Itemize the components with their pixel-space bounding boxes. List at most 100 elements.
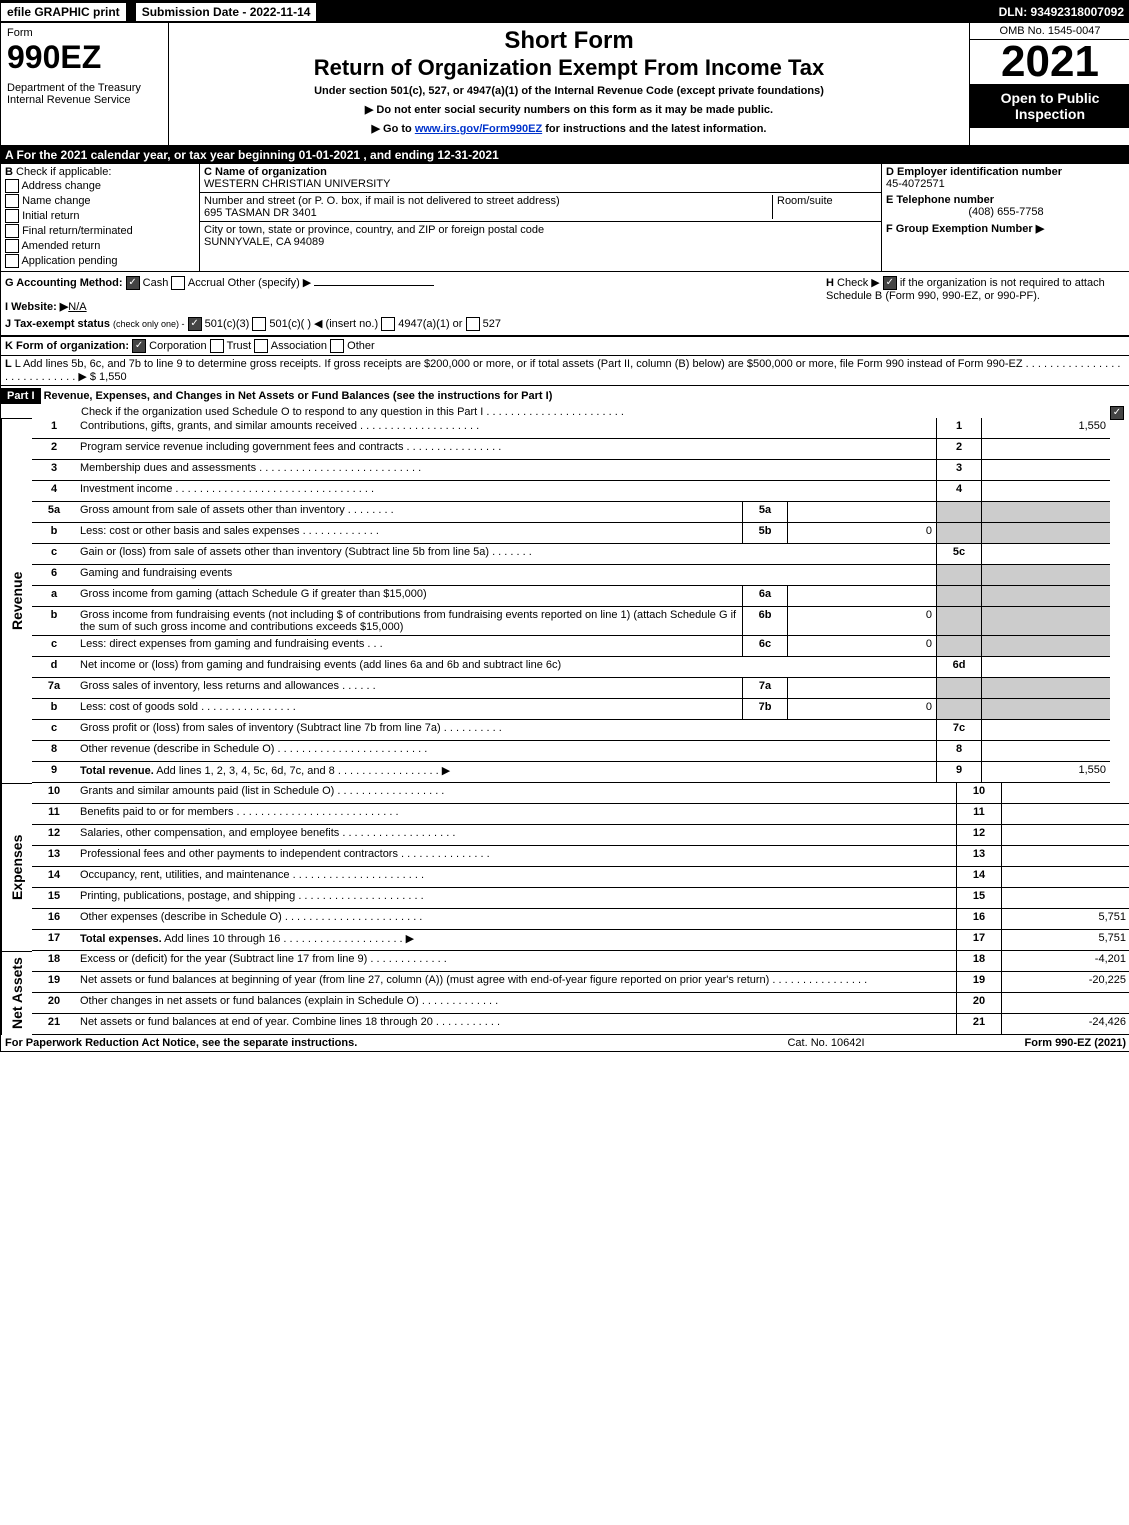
checkbox-icon: [5, 194, 19, 208]
goto-suffix: for instructions and the latest informat…: [542, 123, 766, 135]
street-label: Number and street (or P. O. box, if mail…: [204, 195, 772, 207]
line-16: 16Other expenses (describe in Schedule O…: [32, 909, 1129, 930]
checkbox-4947[interactable]: [381, 317, 395, 331]
line-21: 21Net assets or fund balances at end of …: [32, 1014, 1129, 1035]
line-j: J Tax-exempt status (check only one) - ✓…: [5, 317, 826, 331]
line-19: 19Net assets or fund balances at beginni…: [32, 972, 1129, 993]
line-11: 11Benefits paid to or for members . . . …: [32, 804, 1129, 825]
line-8: 8Other revenue (describe in Schedule O) …: [32, 741, 1110, 762]
tax-year: 2021: [970, 40, 1129, 84]
line-l: L L Add lines 5b, 6c, and 7b to line 9 t…: [1, 355, 1129, 385]
checkbox-501c[interactable]: [252, 317, 266, 331]
org-name-row: C Name of organization WESTERN CHRISTIAN…: [200, 164, 881, 193]
checkbox-501c3[interactable]: ✓: [188, 317, 202, 331]
city-label: City or town, state or province, country…: [204, 224, 544, 236]
header: Form 990EZ Department of the Treasury In…: [1, 23, 1129, 146]
part1-title: Revenue, Expenses, and Changes in Net As…: [44, 390, 553, 402]
line-14: 14Occupancy, rent, utilities, and mainte…: [32, 867, 1129, 888]
header-center: Short Form Return of Organization Exempt…: [169, 23, 969, 145]
checkbox-icon: [5, 209, 19, 223]
opt-initial-return[interactable]: Initial return: [5, 209, 195, 223]
b-label: B: [5, 166, 13, 178]
line-10: 10Grants and similar amounts paid (list …: [32, 783, 1129, 804]
line-6a: aGross income from gaming (attach Schedu…: [32, 586, 1110, 607]
footer: For Paperwork Reduction Act Notice, see …: [1, 1035, 1129, 1051]
opt-name-change[interactable]: Name change: [5, 194, 195, 208]
section-ghijkl: G Accounting Method: ✓ Cash Accrual Othe…: [1, 272, 1129, 336]
return-title: Return of Organization Exempt From Incom…: [177, 55, 961, 81]
line-6b: bGross income from fundraising events (n…: [32, 607, 1110, 636]
checkbox-icon: [5, 239, 19, 253]
checkbox-icon: [5, 224, 19, 238]
footer-center: Cat. No. 10642I: [726, 1037, 926, 1049]
section-d: D Employer identification number 45-4072…: [882, 164, 1129, 271]
opt-address-change[interactable]: Address change: [5, 179, 195, 193]
form-container: efile GRAPHIC print Submission Date - 20…: [0, 0, 1129, 1052]
part1-header-row: Part I Revenue, Expenses, and Changes in…: [1, 385, 1129, 418]
checkbox-icon: [5, 254, 19, 268]
line-13: 13Professional fees and other payments t…: [32, 846, 1129, 867]
line-g: G Accounting Method: ✓ Cash Accrual Othe…: [5, 276, 826, 290]
ein-label: D Employer identification number: [886, 166, 1126, 178]
checkbox-other[interactable]: [330, 339, 344, 353]
header-left: Form 990EZ Department of the Treasury In…: [1, 23, 169, 145]
part1-check: Check if the organization used Schedule …: [1, 406, 1129, 418]
line-1: 1Contributions, gifts, grants, and simil…: [32, 418, 1110, 439]
other-specify-line: [314, 285, 434, 286]
checkbox-assoc[interactable]: [254, 339, 268, 353]
form-number: 990EZ: [7, 39, 162, 76]
form-label: Form: [7, 27, 162, 39]
room-label: Room/suite: [777, 195, 877, 207]
section-bcd: B Check if applicable: Address change Na…: [1, 164, 1129, 272]
dln: DLN: 93492318007092: [999, 5, 1129, 19]
city: SUNNYVALE, CA 94089: [204, 236, 544, 248]
checkbox-trust[interactable]: [210, 339, 224, 353]
line-5b: bLess: cost or other basis and sales exp…: [32, 523, 1110, 544]
tel: (408) 655-7758: [886, 206, 1126, 218]
line-4: 4Investment income . . . . . . . . . . .…: [32, 481, 1110, 502]
line-6d: dNet income or (loss) from gaming and fu…: [32, 657, 1110, 678]
open-public: Open to Public Inspection: [970, 84, 1129, 128]
street: 695 TASMAN DR 3401: [204, 207, 772, 219]
line-a: A For the 2021 calendar year, or tax yea…: [1, 146, 1129, 164]
revenue-side-label: Revenue: [1, 418, 32, 783]
section-h: H Check ▶ ✓ if the organization is not r…: [826, 276, 1126, 331]
website: N/A: [68, 301, 86, 313]
checkbox-icon: [5, 179, 19, 193]
opt-final-return[interactable]: Final return/terminated: [5, 224, 195, 238]
checkbox-h[interactable]: ✓: [883, 276, 897, 290]
checkbox-cash[interactable]: ✓: [126, 276, 140, 290]
line-5a: 5aGross amount from sale of assets other…: [32, 502, 1110, 523]
line-6: 6Gaming and fundraising events: [32, 565, 1110, 586]
revenue-block: Revenue 1Contributions, gifts, grants, a…: [1, 418, 1110, 783]
line-7c: cGross profit or (loss) from sales of in…: [32, 720, 1110, 741]
ein: 45-4072571: [886, 178, 1126, 190]
city-row: City or town, state or province, country…: [200, 222, 881, 250]
line-k: K Form of organization: ✓ Corporation Tr…: [1, 336, 1129, 355]
section-g-left: G Accounting Method: ✓ Cash Accrual Othe…: [5, 276, 826, 331]
footer-right: Form 990-EZ (2021): [926, 1037, 1126, 1049]
header-right: OMB No. 1545-0047 2021 Open to Public In…: [969, 23, 1129, 145]
tel-label: E Telephone number: [886, 194, 1126, 206]
checkbox-accrual[interactable]: [171, 276, 185, 290]
group-label: F Group Exemption Number ▶: [886, 222, 1126, 235]
section-c: C Name of organization WESTERN CHRISTIAN…: [200, 164, 882, 271]
line-3: 3Membership dues and assessments . . . .…: [32, 460, 1110, 481]
part1-label: Part I: [1, 388, 41, 404]
org-name-label: C Name of organization: [204, 166, 390, 178]
line-7b: bLess: cost of goods sold . . . . . . . …: [32, 699, 1110, 720]
opt-amended-return[interactable]: Amended return: [5, 239, 195, 253]
checkbox-527[interactable]: [466, 317, 480, 331]
expenses-block: Expenses 10Grants and similar amounts pa…: [1, 783, 1129, 951]
expenses-side-label: Expenses: [1, 783, 32, 951]
efile-label: efile GRAPHIC print: [1, 3, 126, 21]
irs-link[interactable]: www.irs.gov/Form990EZ: [415, 123, 542, 135]
line-17: 17Total expenses. Add lines 10 through 1…: [32, 930, 1129, 951]
ssn-note: ▶ Do not enter social security numbers o…: [177, 103, 961, 116]
checkbox-schedule-o[interactable]: ✓: [1110, 406, 1124, 420]
line-12: 12Salaries, other compensation, and empl…: [32, 825, 1129, 846]
checkbox-corp[interactable]: ✓: [132, 339, 146, 353]
line-20: 20Other changes in net assets or fund ba…: [32, 993, 1129, 1014]
line-i: I Website: ▶N/A: [5, 300, 826, 313]
opt-application-pending[interactable]: Application pending: [5, 254, 195, 268]
